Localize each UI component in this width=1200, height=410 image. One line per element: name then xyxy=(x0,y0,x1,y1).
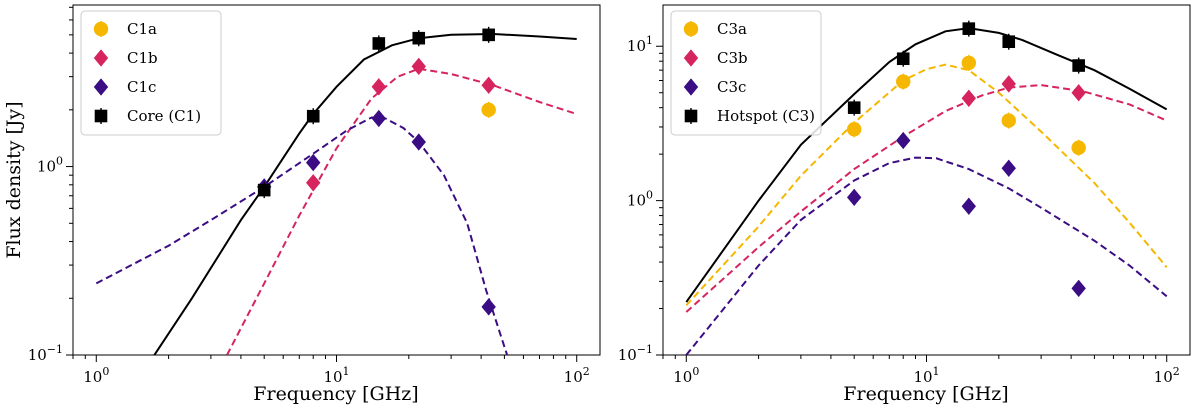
legend-label-c3c: C3c xyxy=(717,78,746,96)
data-point-core-c1 xyxy=(372,37,386,50)
data-point-c1c xyxy=(481,298,496,316)
data-point-core-c1 xyxy=(306,109,320,123)
fit-curve-hotspot-c3 xyxy=(685,27,1168,303)
x-tick-label: 100 xyxy=(673,365,699,386)
y-tick-label: 10−1 xyxy=(28,343,63,364)
data-point-hotspot-c3 xyxy=(1072,59,1085,72)
data-point-c3a xyxy=(896,74,911,89)
data-point-c3a xyxy=(846,122,862,137)
y-tick-label: 100 xyxy=(627,189,653,210)
data-markers-left xyxy=(256,26,496,316)
data-point-c3b xyxy=(1001,75,1016,93)
legend-frame xyxy=(670,10,822,136)
fit-curves-right xyxy=(685,27,1168,355)
data-point-hotspot-c3 xyxy=(962,22,976,35)
legend-marker-c3a xyxy=(683,21,699,37)
y-tick-label: 100 xyxy=(37,155,63,176)
data-point-c1c xyxy=(371,109,387,128)
y-tick-label: 101 xyxy=(627,34,653,55)
legend-label-c1b: C1b xyxy=(127,49,158,67)
legend-label-c3a: C3a xyxy=(717,20,747,38)
legend-marker-c1a xyxy=(93,21,109,37)
x-axis-label-left: Frequency [GHz] xyxy=(253,383,418,405)
data-point-hotspot-c3 xyxy=(847,101,861,114)
fit-curve-c3c xyxy=(685,156,1168,355)
data-point-c3a xyxy=(1071,140,1086,155)
ticks-left: 100 101 102 10−1 100 xyxy=(28,6,590,386)
data-point-c1c xyxy=(411,133,426,151)
data-point-core-c1 xyxy=(482,28,495,42)
data-point-c3c xyxy=(1001,159,1016,177)
data-point-c3a xyxy=(1001,113,1016,128)
data-point-c1c xyxy=(306,153,321,172)
data-point-c3c xyxy=(896,131,911,150)
data-point-c3c xyxy=(961,197,977,215)
legend-label-hotspot-c3: Hotspot (C3) xyxy=(717,107,815,125)
panel-right: 100 101 102 10−1 100 101 C3a C3b C3c Hotspot (C3… xyxy=(618,4,1191,405)
data-point-c1b xyxy=(306,174,321,192)
legend-marker-c3b xyxy=(683,49,699,67)
x-axis-label-right: Frequency [GHz] xyxy=(843,383,1008,405)
x-tick-label: 101 xyxy=(323,365,349,386)
legend-marker-c1b xyxy=(93,49,109,67)
data-point-hotspot-c3 xyxy=(1002,35,1016,49)
y-axis-label: Flux density [Jy] xyxy=(3,101,25,258)
panel-left: 100 101 102 10−1 100 C1a C1b C1c Core (C1) Freq… xyxy=(28,4,601,405)
fit-curve-c3b xyxy=(685,84,1168,313)
data-point-c3b xyxy=(961,89,977,107)
data-point-c1b xyxy=(371,78,387,96)
legend-label-c1a: C1a xyxy=(127,20,157,38)
data-point-c3c xyxy=(1071,279,1086,298)
data-point-core-c1 xyxy=(257,183,271,197)
data-markers-right xyxy=(846,20,1086,298)
legend-label-core-c1: Core (C1) xyxy=(127,107,201,125)
fit-curve-c3a xyxy=(685,63,1168,306)
data-point-c3b xyxy=(1071,84,1086,102)
fit-curve-c1b xyxy=(226,67,578,355)
legend-marker-hotspot-c3 xyxy=(684,109,698,123)
legend-marker-c1c xyxy=(93,78,109,96)
data-point-c1a xyxy=(481,102,496,118)
x-tick-label: 102 xyxy=(564,365,590,386)
x-tick-label: 100 xyxy=(83,365,109,386)
ticks-right: 100 101 102 10−1 100 101 xyxy=(618,34,1180,386)
data-point-c3a xyxy=(961,55,977,71)
data-point-c1b xyxy=(411,57,426,76)
data-point-c1b xyxy=(481,76,496,94)
legend-label-c1c: C1c xyxy=(127,78,156,96)
data-point-c3c xyxy=(846,188,862,206)
data-point-hotspot-c3 xyxy=(896,52,910,66)
legend-left: C1a C1b C1c Core (C1) xyxy=(80,10,222,136)
x-tick-label: 102 xyxy=(1154,365,1180,386)
y-tick-label: 10−1 xyxy=(618,343,653,364)
data-point-core-c1 xyxy=(412,31,426,45)
legend-marker-core-c1 xyxy=(94,109,108,123)
legend-label-c3b: C3b xyxy=(717,49,748,67)
x-tick-label: 101 xyxy=(913,365,939,386)
legend-right: C3a C3b C3c Hotspot (C3) xyxy=(670,10,822,136)
legend-marker-c3c xyxy=(683,78,699,96)
legend-frame xyxy=(80,10,222,136)
